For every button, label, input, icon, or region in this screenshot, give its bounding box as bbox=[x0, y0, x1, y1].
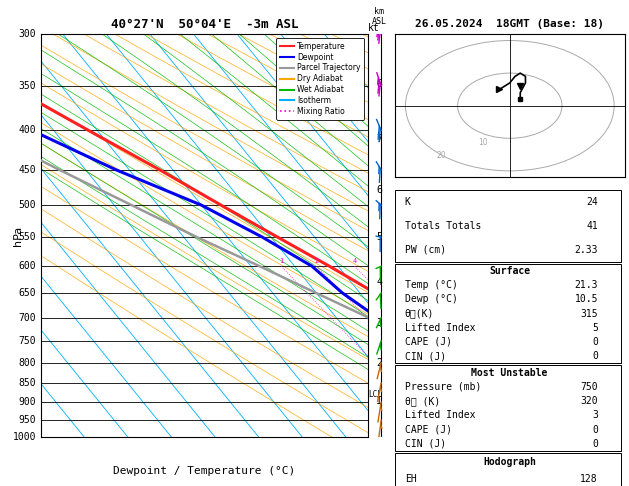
Text: 950: 950 bbox=[18, 415, 36, 425]
Text: km
ASL: km ASL bbox=[372, 6, 387, 26]
Text: 300: 300 bbox=[18, 29, 36, 39]
Text: 0: 0 bbox=[592, 337, 598, 347]
Text: 4: 4 bbox=[352, 258, 357, 264]
Text: 4: 4 bbox=[376, 277, 382, 287]
Bar bbox=[396, 453, 621, 486]
Text: 0: 0 bbox=[592, 425, 598, 434]
Text: 10: 10 bbox=[479, 138, 488, 147]
Text: 5: 5 bbox=[376, 232, 382, 242]
Text: 0: 0 bbox=[592, 439, 598, 449]
Text: 320: 320 bbox=[581, 396, 598, 406]
Text: 2.33: 2.33 bbox=[574, 244, 598, 255]
Text: CIN (J): CIN (J) bbox=[405, 351, 446, 361]
Text: LCL: LCL bbox=[369, 390, 382, 399]
Text: Lifted Index: Lifted Index bbox=[405, 323, 476, 333]
Text: 750: 750 bbox=[581, 382, 598, 392]
Text: Surface: Surface bbox=[489, 266, 530, 276]
Text: CAPE (J): CAPE (J) bbox=[405, 337, 452, 347]
Text: CAPE (J): CAPE (J) bbox=[405, 425, 452, 434]
Text: kt: kt bbox=[367, 23, 379, 33]
Text: 10.5: 10.5 bbox=[574, 295, 598, 304]
Text: 3: 3 bbox=[592, 410, 598, 420]
Text: 21.3: 21.3 bbox=[574, 280, 598, 290]
Text: 450: 450 bbox=[18, 165, 36, 175]
Text: 550: 550 bbox=[18, 232, 36, 242]
Text: Temp (°C): Temp (°C) bbox=[405, 280, 458, 290]
Text: 0: 0 bbox=[592, 351, 598, 361]
Text: PW (cm): PW (cm) bbox=[405, 244, 446, 255]
Bar bbox=[396, 264, 621, 363]
Text: 6: 6 bbox=[376, 185, 382, 195]
Text: 650: 650 bbox=[18, 288, 36, 298]
Text: 800: 800 bbox=[18, 358, 36, 367]
Text: 750: 750 bbox=[18, 336, 36, 346]
Text: 5: 5 bbox=[592, 323, 598, 333]
Text: 400: 400 bbox=[18, 125, 36, 136]
Text: 26.05.2024  18GMT (Base: 18): 26.05.2024 18GMT (Base: 18) bbox=[415, 19, 604, 29]
Text: 20: 20 bbox=[437, 151, 447, 160]
Text: 1: 1 bbox=[279, 258, 284, 264]
Text: 41: 41 bbox=[586, 221, 598, 231]
Text: 2: 2 bbox=[314, 258, 319, 264]
Text: Totals Totals: Totals Totals bbox=[405, 221, 481, 231]
Text: 600: 600 bbox=[18, 261, 36, 271]
Text: 7: 7 bbox=[376, 134, 382, 144]
Text: 315: 315 bbox=[581, 309, 598, 318]
Text: hPa: hPa bbox=[13, 226, 23, 246]
Text: 128: 128 bbox=[581, 474, 598, 484]
Text: CIN (J): CIN (J) bbox=[405, 439, 446, 449]
Text: θᴀ (K): θᴀ (K) bbox=[405, 396, 440, 406]
Text: 900: 900 bbox=[18, 397, 36, 407]
Text: Lifted Index: Lifted Index bbox=[405, 410, 476, 420]
Text: 700: 700 bbox=[18, 313, 36, 323]
Text: 350: 350 bbox=[18, 81, 36, 91]
Legend: Temperature, Dewpoint, Parcel Trajectory, Dry Adiabat, Wet Adiabat, Isotherm, Mi: Temperature, Dewpoint, Parcel Trajectory… bbox=[276, 38, 364, 120]
Bar bbox=[396, 190, 621, 261]
Bar bbox=[396, 365, 621, 451]
Text: K: K bbox=[405, 197, 411, 207]
Text: 24: 24 bbox=[586, 197, 598, 207]
Text: 1000: 1000 bbox=[13, 433, 36, 442]
Text: EH: EH bbox=[405, 474, 416, 484]
Text: 1: 1 bbox=[376, 397, 382, 406]
Text: 2: 2 bbox=[376, 359, 382, 368]
Text: θᴀ(K): θᴀ(K) bbox=[405, 309, 434, 318]
Text: Pressure (mb): Pressure (mb) bbox=[405, 382, 481, 392]
Text: 8: 8 bbox=[376, 79, 382, 89]
Text: 3: 3 bbox=[376, 318, 382, 328]
Text: Dewpoint / Temperature (°C): Dewpoint / Temperature (°C) bbox=[113, 466, 296, 476]
Title: 40°27'N  50°04'E  -3m ASL: 40°27'N 50°04'E -3m ASL bbox=[111, 18, 298, 32]
Text: Most Unstable: Most Unstable bbox=[471, 367, 548, 378]
Text: 850: 850 bbox=[18, 378, 36, 388]
Text: 500: 500 bbox=[18, 200, 36, 210]
Text: Hodograph: Hodograph bbox=[483, 457, 536, 467]
Text: Dewp (°C): Dewp (°C) bbox=[405, 295, 458, 304]
